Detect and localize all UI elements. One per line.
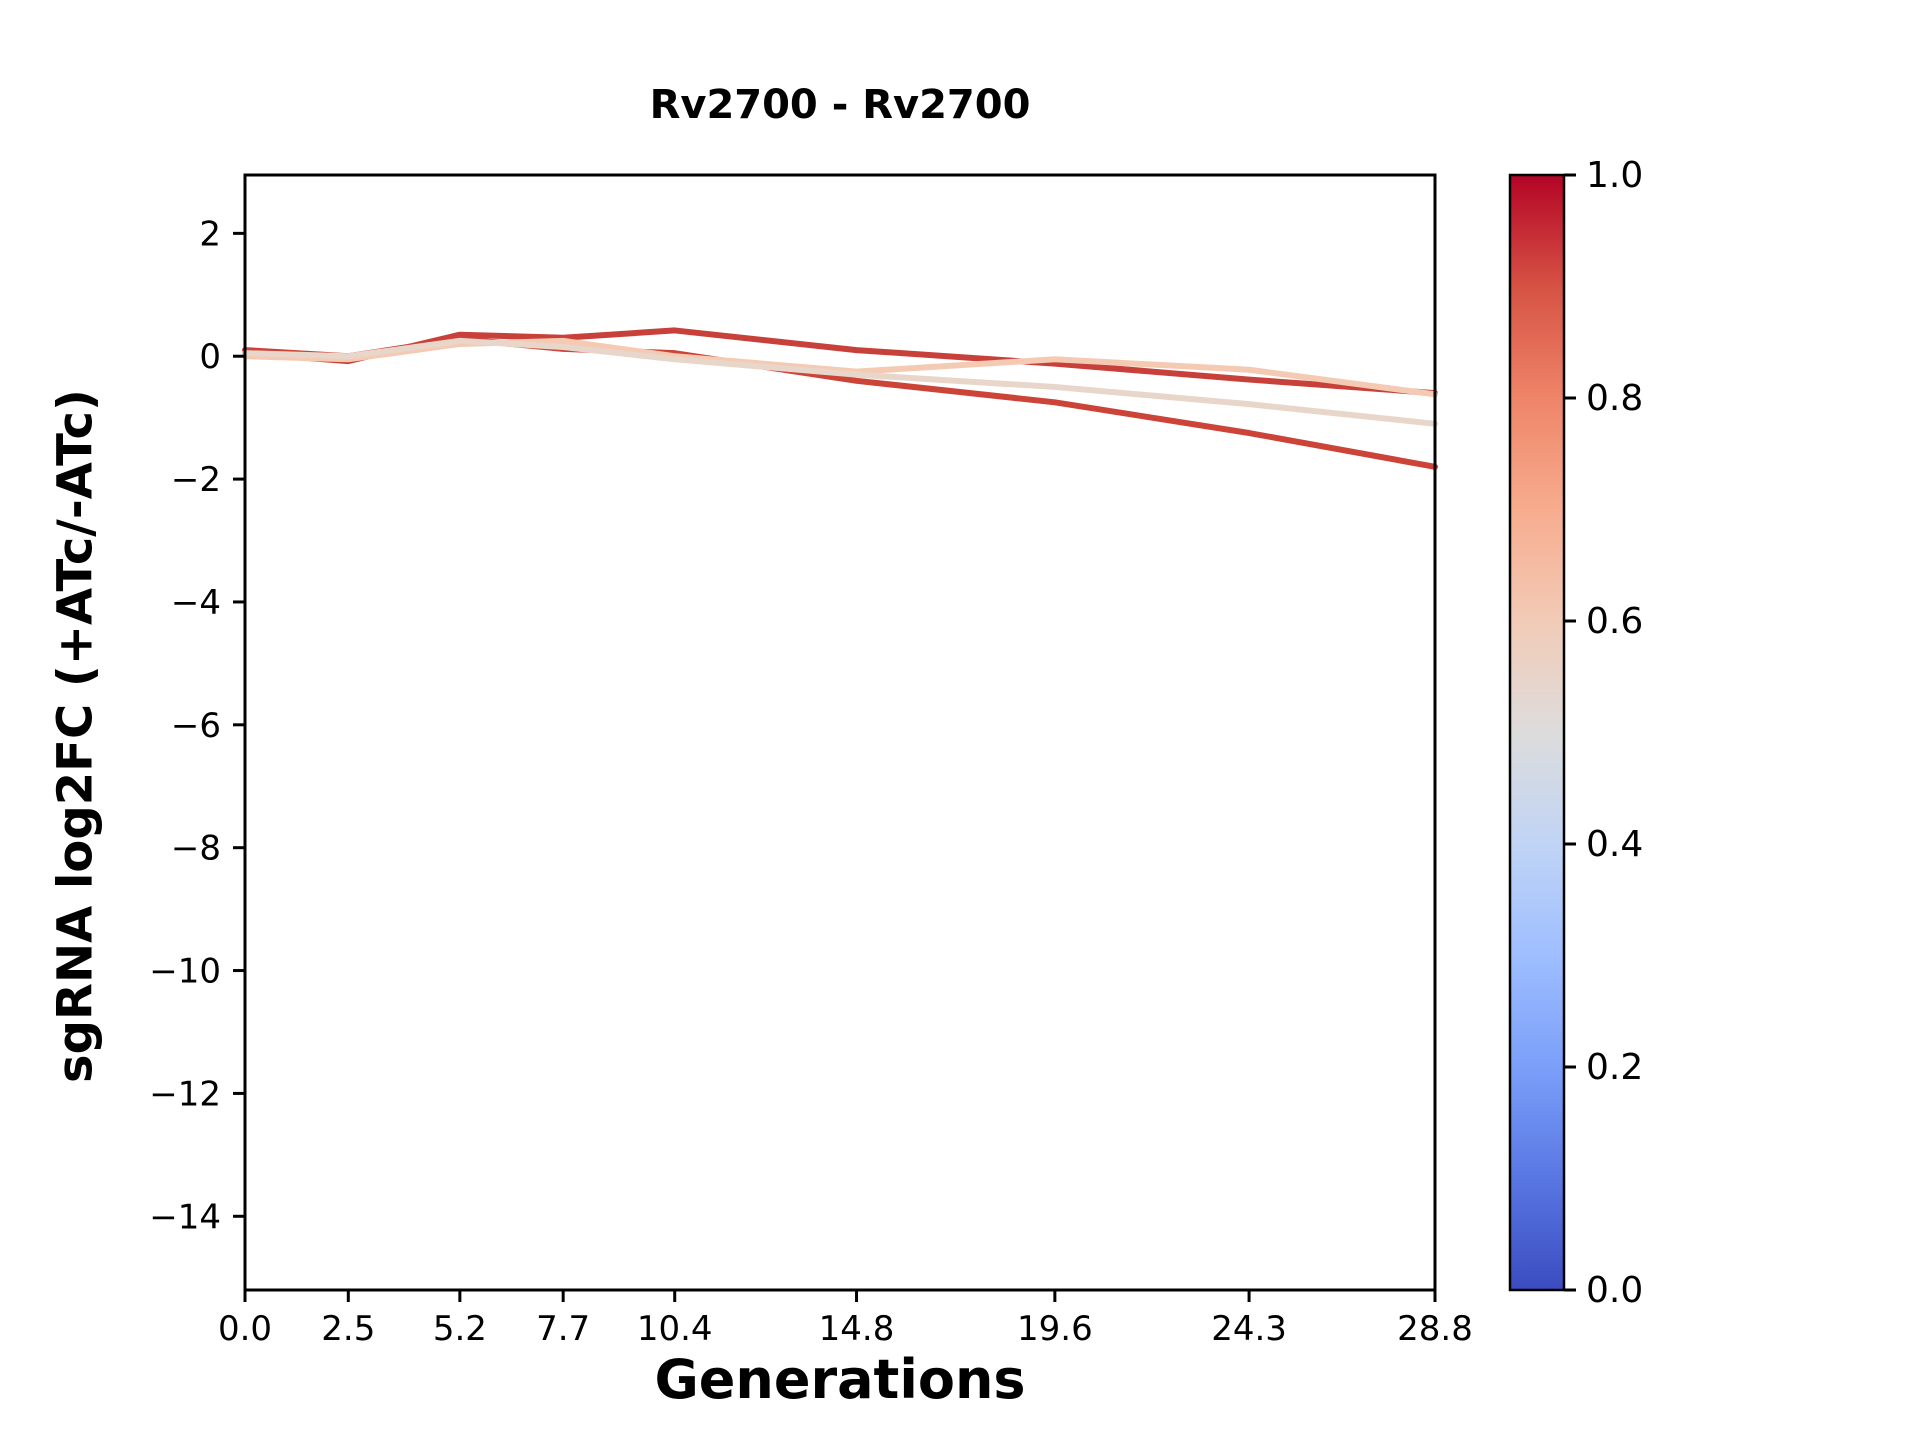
colorbar-tick-label: 0.8 <box>1586 378 1643 419</box>
y-tick-label: −4 <box>171 583 221 623</box>
x-tick-label: 19.6 <box>1017 1309 1093 1349</box>
y-tick-label: −14 <box>149 1197 221 1237</box>
x-axis-label: Generations <box>654 1348 1026 1411</box>
x-tick-label: 28.8 <box>1397 1309 1473 1349</box>
x-tick-label: 5.2 <box>433 1309 487 1349</box>
colorbar-tick-label: 0.4 <box>1586 824 1643 865</box>
chart-title: Rv2700 - Rv2700 <box>649 82 1031 128</box>
colorbar <box>1508 173 1566 1292</box>
x-tick-label: 14.8 <box>819 1309 895 1349</box>
series-line-4 <box>242 337 1438 427</box>
plot-border <box>243 173 1437 1292</box>
colorbar-tick-label: 1.0 <box>1586 155 1643 196</box>
colorbar-tick-label: 0.2 <box>1586 1047 1643 1088</box>
y-tick-label: 0 <box>199 337 221 377</box>
x-tick-label: 0.0 <box>218 1309 272 1349</box>
y-tick-label: 2 <box>199 214 221 254</box>
x-tick-label: 24.3 <box>1211 1309 1287 1349</box>
y-tick-label: −8 <box>171 829 221 869</box>
x-tick-label: 2.5 <box>321 1309 375 1349</box>
x-tick-label: 7.7 <box>536 1309 590 1349</box>
y-tick-label: −2 <box>171 460 221 500</box>
y-tick-label: −10 <box>149 952 221 992</box>
x-tick-label: 10.4 <box>637 1309 713 1349</box>
y-tick-label: −12 <box>149 1074 221 1114</box>
y-tick-label: −6 <box>171 706 221 746</box>
series-line-1 <box>242 327 1438 397</box>
colorbar-tick-label: 0.6 <box>1586 601 1643 642</box>
colorbar-tick-label: 0.0 <box>1586 1270 1643 1311</box>
series-line-3 <box>242 337 1438 398</box>
